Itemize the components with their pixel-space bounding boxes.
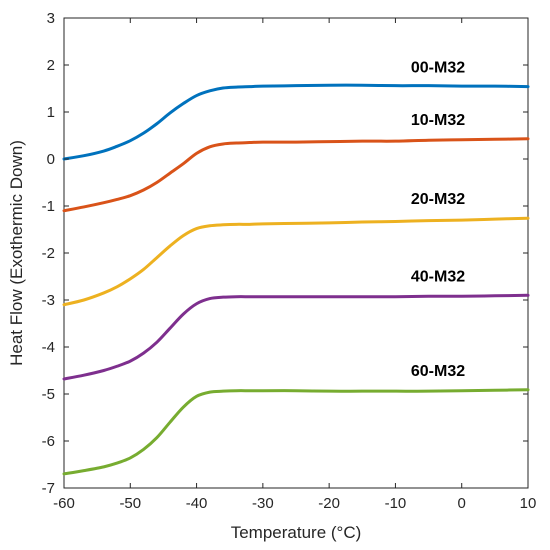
y-tick-label: -5 (42, 386, 55, 403)
x-tick-label: -50 (119, 495, 141, 512)
y-tick-label: 1 (47, 104, 55, 121)
x-tick-label: 0 (458, 495, 466, 512)
plot-frame (63, 17, 529, 489)
series-label-layer: 00-M32 10-M32 20-M32 40-M32 60-M32 (411, 60, 465, 380)
x-tick-label: -30 (252, 495, 274, 512)
plot-area: 00-M32 10-M32 20-M32 40-M32 60-M32 (62, 17, 530, 489)
y-tick-label: -6 (42, 433, 55, 450)
series-label-60-m32: 60-M32 (411, 363, 465, 380)
x-tick-label: -10 (385, 495, 407, 512)
series-line-10-m32 (62, 137, 530, 213)
series-label-10-m32: 10-M32 (411, 112, 465, 129)
series-line-40-m32 (62, 293, 530, 381)
x-axis: -60 -50 -40 -30 -20 -10 0 10 (53, 18, 536, 512)
series-label-00-m32: 00-M32 (411, 60, 465, 77)
x-tick-label: -20 (318, 495, 340, 512)
x-tick-label: -40 (186, 495, 208, 512)
series-line-20-m32 (62, 216, 530, 307)
y-tick-label: -2 (42, 245, 55, 262)
series-label-20-m32: 20-M32 (411, 191, 465, 208)
y-tick-label: 3 (47, 10, 55, 27)
series-layer (62, 83, 530, 476)
y-axis: -7 -6 -5 -4 -3 -2 -1 0 1 2 3 (42, 10, 528, 497)
y-tick-label: -7 (42, 480, 55, 497)
y-tick-label: 0 (47, 151, 55, 168)
y-tick-label: -3 (42, 292, 55, 309)
series-line-00-m32 (62, 83, 530, 161)
y-axis-label: Heat Flow (Exothermic Down) (7, 140, 26, 366)
y-tick-label: -4 (42, 339, 55, 356)
x-tick-label: 10 (520, 495, 537, 512)
series-line-60-m32 (62, 388, 530, 476)
y-tick-label: 2 (47, 57, 55, 74)
x-axis-label: Temperature (°C) (231, 523, 362, 542)
x-tick-label: -60 (53, 495, 75, 512)
series-label-40-m32: 40-M32 (411, 268, 465, 285)
y-tick-label: -1 (42, 198, 55, 215)
